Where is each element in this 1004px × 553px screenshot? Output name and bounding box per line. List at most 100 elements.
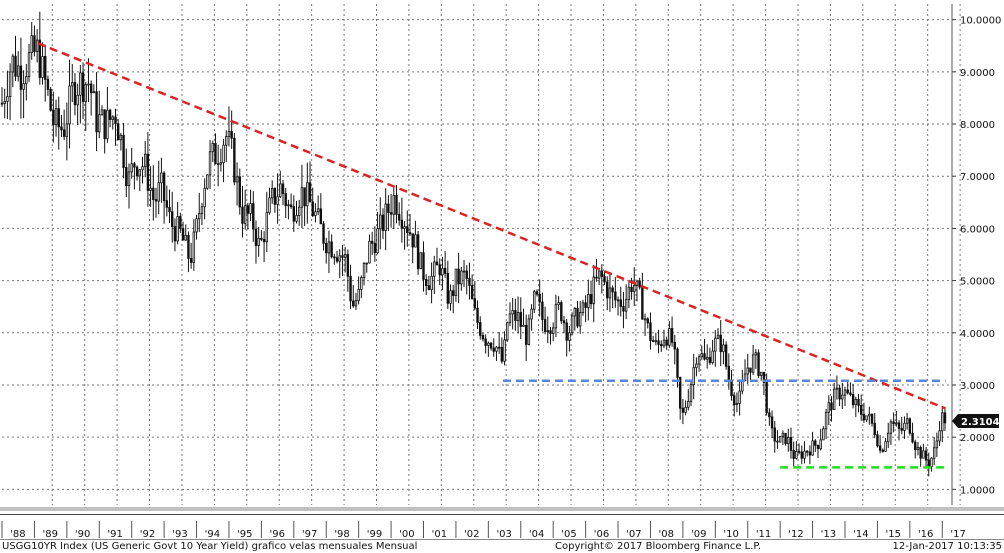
candle-body — [830, 402, 833, 410]
trend-lines — [37, 41, 946, 469]
candle-body — [216, 163, 220, 166]
candle-body — [808, 451, 812, 456]
candle-body — [816, 444, 820, 450]
candle-body — [303, 187, 306, 207]
x-tick-label: '00 — [399, 529, 414, 540]
candle-body — [300, 187, 304, 208]
candle-body — [708, 356, 712, 364]
candle-body — [865, 415, 868, 421]
candle-body — [260, 237, 263, 240]
candle-body — [92, 91, 96, 94]
candle-body — [135, 166, 139, 177]
candle-body — [357, 288, 360, 302]
candle-body — [797, 451, 801, 453]
candle-body — [103, 109, 106, 140]
candle-body — [835, 387, 839, 390]
y-tick-label: 6.0000 — [960, 224, 995, 235]
candle-body — [479, 322, 482, 336]
candle-body — [822, 428, 825, 441]
grid-lines — [2, 4, 961, 505]
candle-body — [587, 294, 590, 308]
axis-labels: 10.0000 9.0000 8.0000 7.0000 6.0000 5.0000 4.0… — [10, 16, 1001, 540]
candle-body — [327, 241, 331, 254]
candle-body — [857, 398, 860, 406]
x-tick-label: '10 — [723, 529, 738, 540]
footer-copyright: Copyright© 2017 Bloomberg Finance L.P. — [555, 541, 761, 552]
candle-body — [22, 83, 25, 90]
candle-body — [776, 440, 779, 443]
candle-body — [354, 300, 358, 307]
y-tick-label: 9.0000 — [960, 68, 995, 79]
candle-body — [603, 276, 606, 283]
candle-body — [424, 278, 428, 286]
candle-body — [487, 342, 490, 346]
candle-body — [433, 261, 436, 277]
candle-body — [751, 354, 755, 373]
candle-body — [446, 273, 450, 304]
candle-body — [149, 187, 152, 191]
candle-body — [187, 234, 190, 259]
candle-body — [695, 363, 698, 369]
candle-body — [803, 450, 806, 459]
candle-body — [519, 312, 522, 327]
candle-body — [792, 449, 795, 459]
separator-line — [0, 514, 1004, 515]
candle-body — [462, 270, 466, 273]
candle-body — [646, 318, 649, 324]
candle-body — [397, 214, 401, 221]
candle-body — [257, 237, 260, 246]
candle-body — [887, 432, 890, 443]
candle-body — [173, 226, 177, 242]
candle-body — [692, 367, 695, 386]
candle-body — [660, 343, 663, 347]
x-tick-label: '11 — [756, 529, 771, 540]
candle-body — [870, 413, 874, 424]
candle-body — [757, 352, 760, 376]
candle-body — [508, 313, 512, 324]
x-tick-label: '92 — [140, 529, 155, 540]
candle-body — [560, 302, 563, 322]
x-tick-label: '13 — [821, 529, 836, 540]
candle-body — [146, 153, 150, 191]
candle-body — [651, 340, 655, 342]
candle-body — [276, 196, 279, 205]
candle-body — [330, 241, 333, 258]
candle-body — [422, 252, 425, 280]
x-tick-label: '03 — [496, 529, 511, 540]
candle-body — [716, 334, 720, 339]
candle-body — [370, 240, 374, 244]
x-tick-label: '90 — [75, 529, 90, 540]
candle-body — [522, 324, 525, 327]
candle-body — [749, 367, 752, 373]
candle-body — [25, 76, 28, 85]
x-tick-label: '14 — [853, 529, 868, 540]
last-value-marker: 2.3104 — [952, 413, 1000, 428]
candle-body — [252, 203, 255, 230]
candle-body — [884, 441, 887, 452]
candle-body — [914, 441, 917, 451]
y-tick-label: 2.0000 — [960, 433, 995, 444]
candle-body — [138, 169, 142, 177]
candle-body — [81, 72, 85, 103]
candle-body — [654, 340, 658, 343]
candle-body — [570, 315, 574, 334]
candle-body — [60, 126, 63, 131]
candle-body — [46, 78, 50, 90]
candle-body — [657, 340, 660, 345]
candle-body — [819, 439, 822, 450]
candle-body — [722, 344, 725, 353]
candle-body — [781, 432, 785, 437]
candle-body — [33, 35, 36, 53]
candle-body — [495, 346, 498, 352]
candle-body — [905, 418, 909, 424]
candle-body — [805, 450, 809, 453]
candle-body — [535, 291, 539, 295]
candle-body — [195, 218, 198, 233]
candle-body — [284, 193, 287, 207]
candle-body — [770, 416, 774, 429]
x-tick-label: '08 — [659, 529, 674, 540]
candle-body — [71, 82, 74, 87]
candle-body — [738, 390, 741, 404]
candle-body — [179, 216, 182, 229]
candle-body — [608, 287, 612, 299]
